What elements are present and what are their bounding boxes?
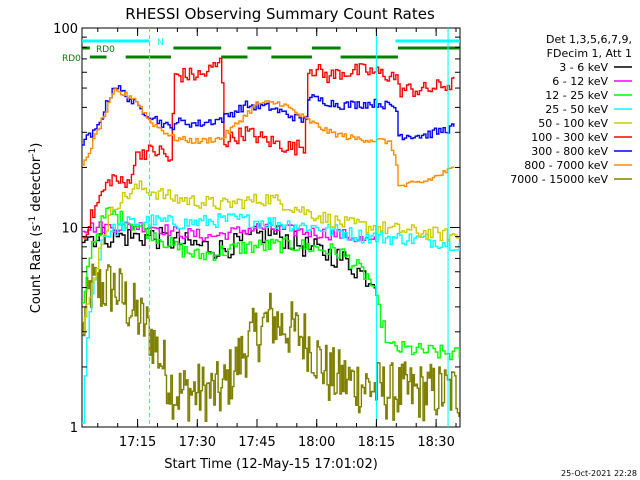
y-tick-label: 1	[70, 421, 78, 436]
chart-title: RHESSI Observing Summary Count Rates	[125, 5, 435, 23]
legend: Det 1,3,5,6,7,9,FDecim 1, Att 13 - 6 keV…	[510, 33, 632, 186]
flag-label: RD0	[96, 45, 115, 55]
ticks-layer: 17:15 17:30 17:45 18:00 18:15 18:30 1 10 100	[53, 22, 460, 450]
series-line	[82, 180, 460, 334]
legend-entry: 25 - 50 keV	[545, 103, 608, 116]
series-line	[82, 206, 460, 361]
x-tick-label: 18:15	[358, 435, 395, 450]
legend-entry: 6 - 12 keV	[552, 75, 608, 88]
series-line	[82, 221, 375, 243]
legend-entry: 12 - 25 keV	[545, 89, 608, 102]
x-axis-label: Start Time (12-May-15 17:01:02)	[164, 457, 378, 472]
series-line	[82, 263, 460, 422]
x-tick-label: 18:00	[298, 435, 335, 450]
series-line	[82, 57, 455, 239]
flags-layer: N RD0 RD0	[62, 38, 460, 64]
legend-header: Det 1,3,5,6,7,9,	[546, 33, 632, 46]
x-tick-label: 17:30	[179, 435, 216, 450]
y-tick-label: 100	[53, 22, 78, 37]
x-tick-label: 17:15	[119, 435, 156, 450]
legend-entry: 7000 - 15000 keV	[510, 173, 608, 186]
series-line	[82, 88, 455, 188]
y-axis-label: Count Rate (s-1 detector-1)	[28, 143, 44, 314]
legend-entry: 800 - 7000 keV	[524, 159, 608, 172]
legend-header: FDecim 1, Att 1	[547, 47, 632, 60]
legend-entry: 3 - 6 keV	[559, 61, 608, 74]
legend-entry: 100 - 300 keV	[531, 131, 608, 144]
legend-entry: 300 - 800 keV	[531, 145, 608, 158]
x-tick-label: 17:45	[238, 435, 275, 450]
series-line	[82, 213, 460, 424]
legend-entry: 50 - 100 keV	[538, 117, 608, 130]
series-line	[82, 85, 455, 146]
y-tick-label: 10	[61, 222, 78, 237]
series-layer	[82, 57, 460, 424]
series-line	[82, 225, 375, 289]
vlines-layer	[149, 28, 449, 427]
flag-label: RD0	[62, 54, 81, 64]
timestamp: 25-Oct-2021 22:28	[561, 469, 637, 478]
x-tick-label: 18:30	[417, 435, 454, 450]
flag-label: N	[157, 38, 164, 48]
